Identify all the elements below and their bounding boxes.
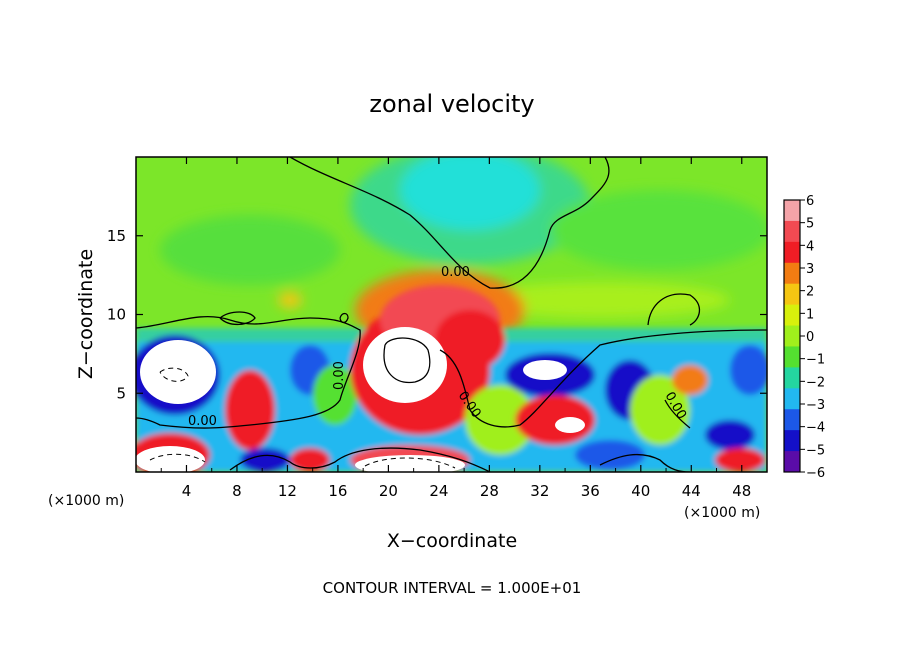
colorbar-swatch [784,325,800,347]
colorbar-tick-label: 4 [806,239,814,254]
x-unit-label-right: (×1000 m) [684,505,760,521]
yellowgreen-zone [470,282,730,318]
x-tick-label: 28 [480,482,499,500]
colorbar-swatch [784,262,800,285]
negative-contours [149,367,456,469]
upper-region [160,157,767,350]
colorbar-tick-label: −6 [806,466,825,481]
x-tick-label: 48 [732,482,751,500]
x-tick-label: 24 [429,482,448,500]
x-axis-ticks: 4 8 12 16 20 24 28 32 36 40 44 48 [160,157,751,500]
colorbar: 6 5 4 3 2 1 0 −1 −2 −3 −4 −5 −6 [783,194,825,481]
colorbar-swatch [784,409,800,431]
contour-interval-note: CONTOUR INTERVAL = 1.000E+01 [323,579,582,597]
contour-label: 0.00 [332,361,347,390]
y-axis-label: Z−coordinate [75,249,97,379]
cyan-zone [400,157,540,230]
heatmap-field [136,157,767,472]
x-tick-label: 44 [682,482,701,500]
x-tick-label: 4 [182,482,192,500]
colorbar-tick-label: 1 [806,307,814,322]
colorbar-tick-label: −3 [806,398,825,413]
green-zone-right [550,190,767,270]
colorbar-swatch [784,367,800,389]
y-tick-label: 10 [107,306,126,324]
x-tick-label: 12 [278,482,297,500]
colorbar-swatch [784,241,800,264]
colorbar-swatch [784,346,800,368]
colorbar-swatch [784,451,800,473]
colorbar-swatch [784,200,800,222]
colorbar-tick-label: −4 [806,421,825,436]
yellow-spot [278,292,302,308]
x-unit-label-left: (×1000 m) [48,493,124,509]
colorbar-tick-label: −5 [806,443,825,458]
green-zone [160,215,340,285]
colorbar-tick-label: 6 [806,194,814,209]
colorbar-tick-label: 2 [806,285,814,300]
colorbar-tick-label: 5 [806,217,814,232]
colorbar-tick-label: 0 [806,330,814,345]
x-axis-label: X−coordinate [387,530,517,552]
x-tick-label: 36 [581,482,600,500]
x-tick-label: 40 [631,482,650,500]
colorbar-swatch [784,220,800,243]
x-tick-label: 20 [379,482,398,500]
contour-label: 0.00 [441,265,470,280]
contour-label: 0.00 [188,414,217,429]
x-tick-label: 32 [530,482,549,500]
y-tick-label: 5 [116,384,126,402]
x-tick-label: 16 [328,482,347,500]
colorbar-swatch [784,283,800,306]
colorbar-tick-label: −2 [806,375,825,390]
chart-title: zonal velocity [369,90,534,118]
y-axis-ticks: 5 10 15 [107,227,767,402]
colorbar-tick-label: 3 [806,262,814,277]
colorbar-swatch [784,304,800,327]
y-tick-label: 15 [107,227,126,245]
x-tick-label: 8 [232,482,242,500]
colorbar-swatch [784,388,800,410]
colorbar-tick-label: −1 [806,353,825,368]
contour-lines [136,157,767,472]
colorbar-swatch [784,430,800,452]
